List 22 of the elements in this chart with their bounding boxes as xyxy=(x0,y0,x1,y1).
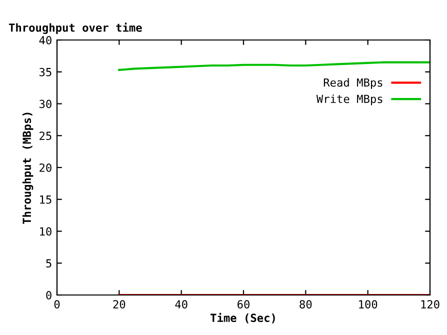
x-tick-label: 100 xyxy=(359,300,378,309)
y-axis-title: Throughput (MBps) xyxy=(22,112,34,224)
line-series xyxy=(118,61,430,72)
legend-label: Read MBps xyxy=(324,78,382,89)
y-tick-label: 15 xyxy=(40,196,52,204)
chart-title: Throughput over time xyxy=(9,22,142,34)
x-axis-title: Time (Sec) xyxy=(210,312,275,324)
y-tick-label: 10 xyxy=(40,227,52,236)
y-tick-label: 40 xyxy=(39,36,52,44)
x-tick-label: 0 xyxy=(54,300,60,309)
legend-label: Write MBps xyxy=(316,94,382,106)
x-tick-label: 120 xyxy=(421,300,440,309)
y-tick-label: 0 xyxy=(46,291,52,300)
y-tick-label: 5 xyxy=(46,259,52,268)
y-tick-label: 25 xyxy=(40,132,52,140)
x-tick-label: 40 xyxy=(175,300,188,309)
x-tick-label: 60 xyxy=(238,300,250,309)
y-tick-label: 20 xyxy=(40,164,52,172)
x-tick-label: 20 xyxy=(113,300,126,309)
y-tick-label: 35 xyxy=(40,68,52,76)
x-tick-label: 80 xyxy=(300,300,312,309)
y-tick-label: 30 xyxy=(40,100,52,108)
